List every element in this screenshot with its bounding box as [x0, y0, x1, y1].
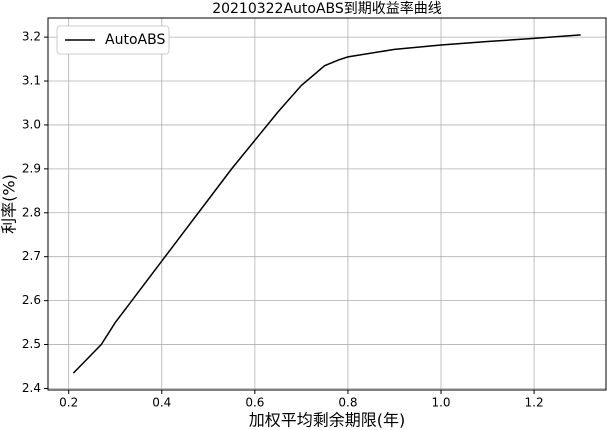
y-tick-label: 3.1 [22, 74, 41, 88]
legend-label: AutoABS [105, 32, 165, 48]
y-tick-label: 2.5 [22, 337, 41, 351]
y-tick-label: 2.4 [22, 381, 41, 395]
chart-title: 20210322AutoABS到期收益率曲线 [212, 0, 442, 17]
y-tick-label: 2.8 [22, 205, 41, 219]
x-tick-label: 1.2 [525, 396, 544, 410]
x-axis-label: 加权平均剩余期限(年) [249, 411, 406, 430]
x-tick-label: 0.8 [338, 396, 357, 410]
y-tick-label: 2.7 [22, 249, 41, 263]
y-tick-label: 3.2 [22, 30, 41, 44]
y-tick-label: 3.0 [22, 117, 41, 131]
plot-frame [47, 17, 607, 391]
y-tick-label: 2.9 [22, 161, 41, 175]
y-axis-label: 利率(%) [0, 174, 19, 234]
x-tick-label: 1.0 [431, 396, 450, 410]
x-tick-label: 0.4 [152, 396, 171, 410]
x-tick-label: 0.6 [245, 396, 264, 410]
y-tick-label: 2.6 [22, 293, 41, 307]
x-tick-label: 0.2 [59, 396, 78, 410]
line-series [72, 34, 581, 374]
legend-box [56, 25, 170, 55]
